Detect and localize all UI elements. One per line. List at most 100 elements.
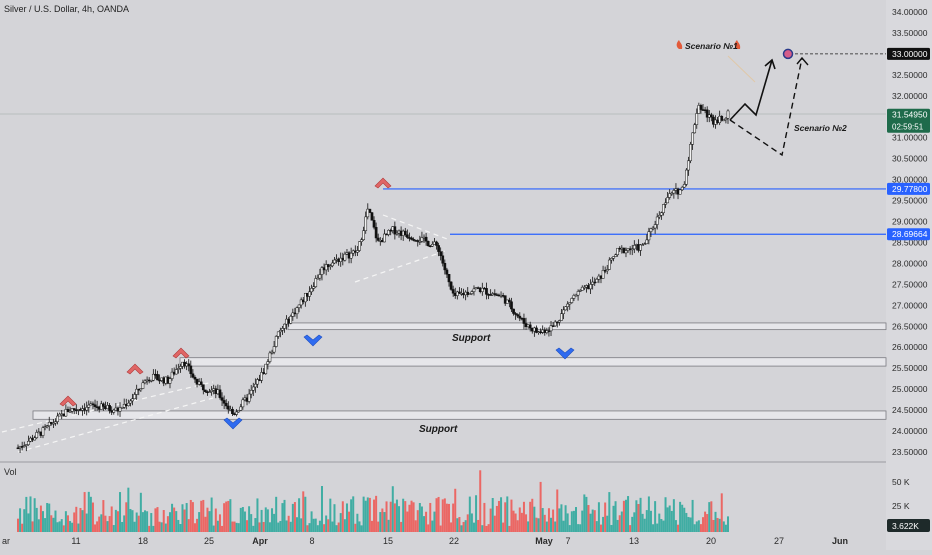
volume-bar [100, 514, 103, 532]
time-tick: 27 [774, 536, 784, 546]
candle-body [35, 432, 39, 439]
volume-bar [183, 509, 186, 532]
time-tick: 8 [309, 536, 314, 546]
candle-body [256, 379, 259, 385]
volume-bar [150, 513, 153, 532]
candle-body [383, 233, 386, 243]
candle-body [308, 291, 311, 297]
volume-bar [443, 498, 446, 532]
price-tick: 26.50000 [892, 321, 928, 331]
price-tick: 25.00000 [892, 384, 928, 394]
volume-bar [154, 508, 157, 532]
volume-bar [212, 525, 215, 532]
scenario2-path [729, 57, 803, 157]
candle-body [274, 336, 278, 347]
volume-bar [393, 503, 396, 532]
volume-bar [302, 491, 305, 532]
candle-body [580, 286, 584, 291]
volume-bar [158, 521, 161, 532]
volume-bar [575, 507, 578, 532]
support-label-lower: Support [419, 424, 458, 435]
volume-bar [583, 494, 586, 532]
volume-bar [472, 522, 475, 532]
time-tick: 7 [565, 536, 570, 546]
volume-bar [531, 498, 534, 532]
candle-body [291, 312, 295, 317]
candle-body [445, 269, 449, 275]
volume-bar [689, 517, 692, 532]
volume-bar [325, 515, 328, 532]
volume-bar [110, 506, 113, 532]
price-tick: 28.00000 [892, 258, 928, 268]
candle-body [220, 397, 224, 401]
volume-bar [333, 504, 336, 532]
candle-body [426, 240, 430, 246]
price-tick: 26.00000 [892, 342, 928, 352]
volume-bar [327, 519, 330, 532]
volume-bar [310, 511, 313, 532]
candle-body [170, 371, 174, 379]
candle-body [443, 263, 447, 271]
candle-body [689, 144, 692, 162]
volume-bar [148, 525, 151, 532]
candle-body [709, 114, 713, 118]
volume-bar [425, 511, 428, 532]
candle-body [582, 286, 586, 289]
candle-body [687, 160, 690, 171]
high-marker [126, 363, 144, 375]
volume-bar [196, 518, 199, 532]
volume-bar [658, 513, 661, 532]
volume-bar [171, 503, 174, 532]
candle-body [235, 411, 238, 415]
volume-bar [423, 516, 426, 532]
candle-body [393, 226, 397, 235]
volume-bar [354, 523, 357, 532]
volume-bar [69, 521, 72, 532]
candle-body [553, 321, 557, 327]
volume-bar [179, 523, 182, 532]
volume-bar [254, 518, 257, 532]
volume-bar [643, 518, 646, 532]
volume-bar [654, 501, 657, 532]
candle-body [268, 352, 272, 362]
candle-body [264, 363, 268, 374]
volume-bar [706, 514, 709, 532]
volume-bar [489, 508, 492, 532]
candle-body [510, 301, 513, 310]
candle-body [139, 388, 143, 391]
candle-body [387, 230, 390, 235]
volume-bar [135, 512, 138, 532]
candle-body [441, 255, 445, 264]
candle-body [356, 250, 359, 253]
volume-bar [679, 501, 682, 532]
volume-bar [379, 512, 382, 532]
volume-bar [485, 525, 488, 532]
candle-body [204, 389, 207, 393]
volume-bar [529, 501, 532, 532]
volume-bar [350, 499, 353, 532]
candle-body [199, 381, 203, 385]
time-axis-ticks: ar 11 18 25 Apr 8 15 22 May 7 13 20 27 Jun [2, 536, 848, 546]
volume-bar [119, 492, 122, 532]
volume-bar [75, 506, 78, 532]
fire-icon [676, 40, 683, 49]
volume-bar [558, 508, 561, 532]
candle-body [664, 202, 667, 205]
volume-bar [629, 525, 632, 532]
volume-bar [556, 489, 559, 532]
volume-current-value: 3.622K [892, 521, 919, 531]
candle-body [112, 409, 116, 413]
scenario1-label: Scenario №1 [685, 41, 738, 51]
candle-body [535, 327, 538, 333]
candle-body [254, 383, 257, 388]
volume-bar [435, 498, 438, 532]
candle-body [514, 313, 517, 315]
volume-bar [593, 510, 596, 532]
scenario2-arrowhead [796, 56, 809, 66]
candle-body [16, 447, 20, 450]
volume-bar [62, 525, 65, 532]
candle-body [666, 197, 669, 204]
volume-bar [647, 496, 650, 532]
